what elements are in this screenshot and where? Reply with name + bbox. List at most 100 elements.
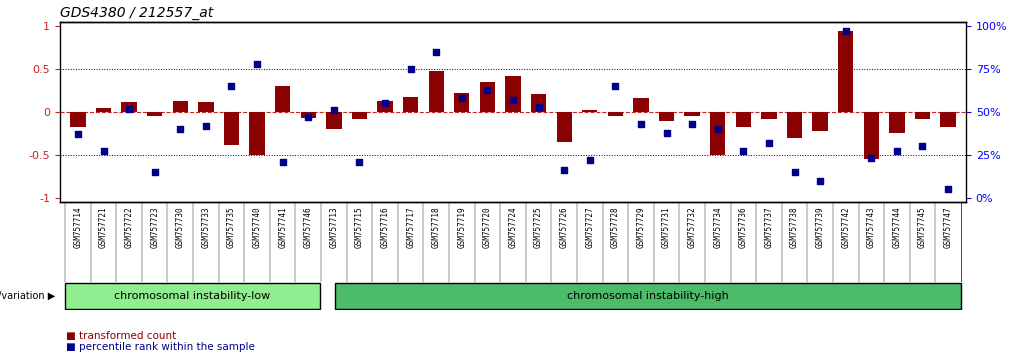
Text: GSM757745: GSM757745 bbox=[918, 206, 927, 248]
Bar bbox=[173, 101, 188, 112]
Bar bbox=[685, 112, 700, 116]
Bar bbox=[813, 112, 828, 131]
Text: GSM757717: GSM757717 bbox=[406, 206, 416, 248]
Point bbox=[70, 131, 86, 137]
Bar bbox=[301, 112, 316, 118]
Text: GSM757724: GSM757724 bbox=[508, 206, 517, 248]
Text: GSM757713: GSM757713 bbox=[329, 206, 338, 248]
Bar bbox=[505, 76, 520, 112]
Text: GSM757729: GSM757729 bbox=[636, 206, 645, 248]
Bar bbox=[429, 71, 444, 112]
Point bbox=[249, 61, 265, 67]
Text: GSM757718: GSM757718 bbox=[432, 206, 441, 248]
Text: GSM757746: GSM757746 bbox=[304, 206, 313, 248]
Point bbox=[684, 121, 700, 127]
Text: GSM757728: GSM757728 bbox=[611, 206, 620, 248]
Text: GSM757727: GSM757727 bbox=[585, 206, 594, 248]
Text: GDS4380 / 212557_at: GDS4380 / 212557_at bbox=[60, 6, 213, 19]
Text: GSM757743: GSM757743 bbox=[867, 206, 876, 248]
Point bbox=[377, 101, 393, 106]
Bar bbox=[335, 284, 961, 309]
Point bbox=[326, 108, 342, 113]
Text: GSM757747: GSM757747 bbox=[944, 206, 953, 248]
Bar bbox=[608, 112, 623, 116]
Text: genotype/variation ▶: genotype/variation ▶ bbox=[0, 291, 55, 301]
Text: GSM757741: GSM757741 bbox=[278, 206, 288, 248]
Bar bbox=[454, 93, 469, 112]
Text: GSM757732: GSM757732 bbox=[688, 206, 697, 248]
Text: ■ percentile rank within the sample: ■ percentile rank within the sample bbox=[66, 342, 255, 352]
Point bbox=[274, 159, 291, 165]
Bar bbox=[557, 112, 572, 142]
Text: GSM757719: GSM757719 bbox=[457, 206, 466, 248]
Point bbox=[480, 87, 496, 92]
Text: GSM757731: GSM757731 bbox=[662, 206, 671, 248]
Bar bbox=[761, 112, 776, 119]
Point bbox=[172, 126, 188, 132]
Point bbox=[505, 97, 521, 103]
Text: GSM757725: GSM757725 bbox=[534, 206, 544, 248]
Bar bbox=[786, 112, 803, 138]
Bar bbox=[198, 102, 213, 112]
Point bbox=[224, 84, 240, 89]
Bar bbox=[275, 86, 291, 112]
Point bbox=[352, 159, 368, 165]
Text: GSM757744: GSM757744 bbox=[892, 206, 901, 248]
Point bbox=[709, 126, 725, 132]
Point bbox=[556, 167, 572, 173]
Bar bbox=[941, 112, 956, 127]
Point bbox=[198, 123, 214, 129]
Text: GSM757726: GSM757726 bbox=[560, 206, 569, 248]
Point bbox=[761, 140, 777, 146]
Text: GSM757739: GSM757739 bbox=[816, 206, 825, 248]
Point bbox=[581, 157, 597, 163]
Point bbox=[786, 169, 803, 175]
Bar bbox=[838, 30, 853, 112]
Text: ■ transformed count: ■ transformed count bbox=[66, 331, 177, 341]
Bar bbox=[914, 112, 931, 119]
Text: GSM757733: GSM757733 bbox=[201, 206, 210, 248]
Point bbox=[96, 149, 112, 154]
Bar bbox=[864, 112, 879, 159]
Text: GSM757723: GSM757723 bbox=[150, 206, 160, 248]
Point bbox=[837, 29, 853, 34]
Text: chromosomal instability-high: chromosomal instability-high bbox=[567, 291, 728, 301]
Point bbox=[889, 149, 905, 154]
Point bbox=[633, 121, 649, 127]
Bar bbox=[70, 112, 85, 127]
Point bbox=[146, 169, 163, 175]
Bar bbox=[377, 101, 393, 112]
Point bbox=[121, 106, 137, 112]
Point bbox=[454, 96, 470, 101]
Text: GSM757730: GSM757730 bbox=[176, 206, 185, 248]
Text: GSM757716: GSM757716 bbox=[381, 206, 389, 248]
Bar bbox=[122, 102, 137, 112]
Point bbox=[864, 155, 880, 161]
Text: GSM757736: GSM757736 bbox=[739, 206, 748, 248]
Text: GSM757720: GSM757720 bbox=[483, 206, 492, 248]
Bar bbox=[710, 112, 725, 155]
Point bbox=[428, 49, 444, 55]
Text: GSM757715: GSM757715 bbox=[355, 206, 364, 248]
Text: GSM757734: GSM757734 bbox=[713, 206, 722, 248]
Bar bbox=[249, 112, 265, 155]
Point bbox=[300, 114, 316, 120]
Bar bbox=[326, 112, 341, 129]
Bar bbox=[889, 112, 904, 133]
Text: GSM757721: GSM757721 bbox=[99, 206, 108, 248]
Bar bbox=[480, 82, 495, 112]
Text: GSM757742: GSM757742 bbox=[841, 206, 850, 248]
Bar bbox=[96, 108, 111, 112]
Bar bbox=[736, 112, 751, 127]
Point bbox=[914, 143, 931, 149]
Point bbox=[940, 186, 956, 192]
Bar bbox=[531, 94, 547, 112]
Text: GSM757738: GSM757738 bbox=[790, 206, 799, 248]
Point bbox=[658, 130, 675, 135]
Point bbox=[530, 104, 547, 110]
Point bbox=[812, 178, 828, 183]
Bar bbox=[633, 98, 648, 112]
Bar bbox=[659, 112, 675, 121]
Text: GSM757722: GSM757722 bbox=[125, 206, 133, 248]
Point bbox=[736, 149, 752, 154]
